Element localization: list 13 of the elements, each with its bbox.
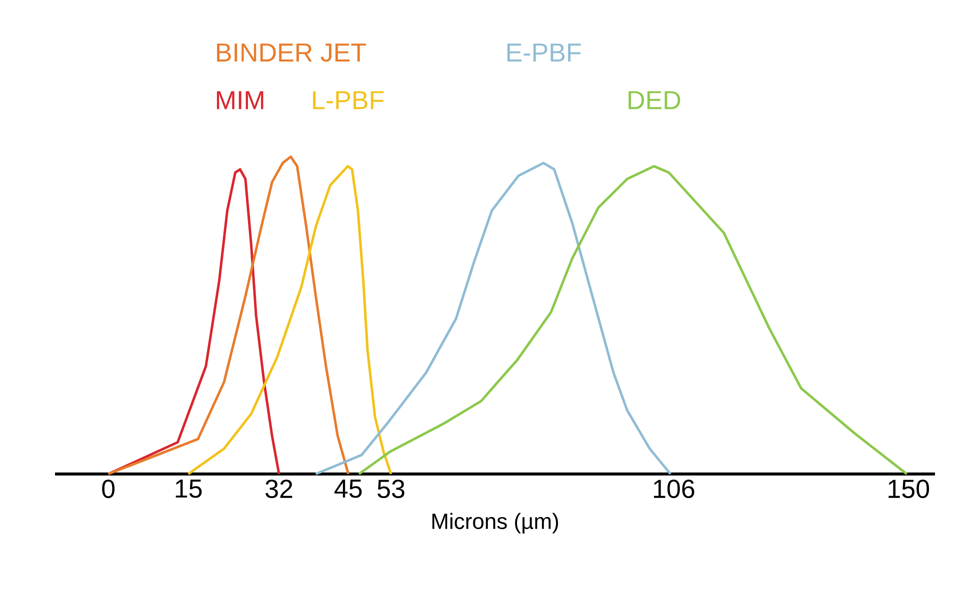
text: DED bbox=[628, 91, 680, 110]
x-tick-label: 53 bbox=[378, 480, 404, 498]
text: BINDER JET bbox=[217, 44, 366, 62]
x-tick-label: 150 bbox=[888, 480, 930, 498]
x-tick-label: 15 bbox=[176, 480, 202, 498]
x-tick-label: 0 bbox=[102, 480, 115, 498]
x-tick-label: 106 bbox=[654, 480, 694, 498]
text: L-PBF bbox=[313, 91, 384, 110]
x-axis-title: Microns (µm) bbox=[432, 512, 558, 534]
text: E-PBF bbox=[507, 44, 581, 62]
text: MIM bbox=[216, 91, 264, 110]
x-tick-label: 45 bbox=[334, 480, 362, 498]
x-tick-label: 32 bbox=[266, 480, 292, 498]
